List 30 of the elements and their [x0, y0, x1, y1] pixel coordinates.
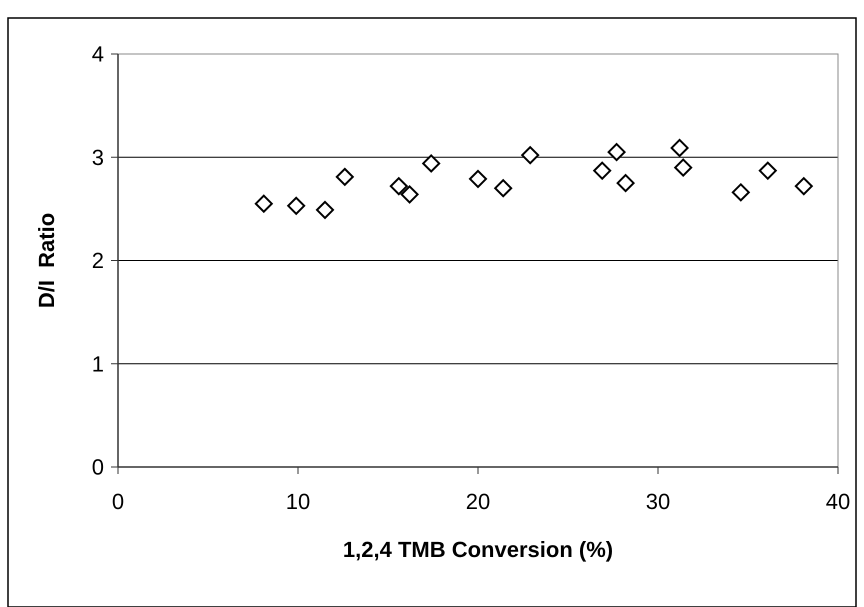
point [336, 168, 354, 186]
x-tick-label: 40 [826, 489, 850, 514]
point [521, 146, 540, 164]
point [287, 196, 306, 215]
y-tick-label: 3 [92, 144, 104, 170]
point [494, 179, 512, 198]
point [758, 162, 777, 180]
x-tick-label: 0 [112, 489, 124, 514]
point [469, 170, 487, 188]
x-tick-label: 20 [466, 489, 490, 514]
point [794, 177, 813, 196]
point [422, 154, 440, 172]
point [593, 162, 612, 180]
y-tick-label: 1 [92, 351, 104, 376]
point [674, 158, 692, 177]
y-tick-label: 2 [92, 248, 104, 274]
y-tick-label: 4 [92, 42, 104, 67]
point [254, 194, 273, 213]
y-tick-label: 0 [92, 454, 104, 480]
x-axis-title: 1,2,4 TMB Conversion (%) [342, 537, 614, 562]
point [316, 200, 334, 219]
point [732, 183, 750, 202]
point [670, 138, 689, 157]
x-tick-label: 10 [286, 489, 310, 514]
point [400, 185, 419, 204]
y-axis-title: D/I Ratio [34, 212, 59, 308]
point [616, 174, 635, 192]
point [390, 177, 408, 196]
x-tick-label: 30 [646, 489, 670, 514]
point [608, 143, 626, 162]
